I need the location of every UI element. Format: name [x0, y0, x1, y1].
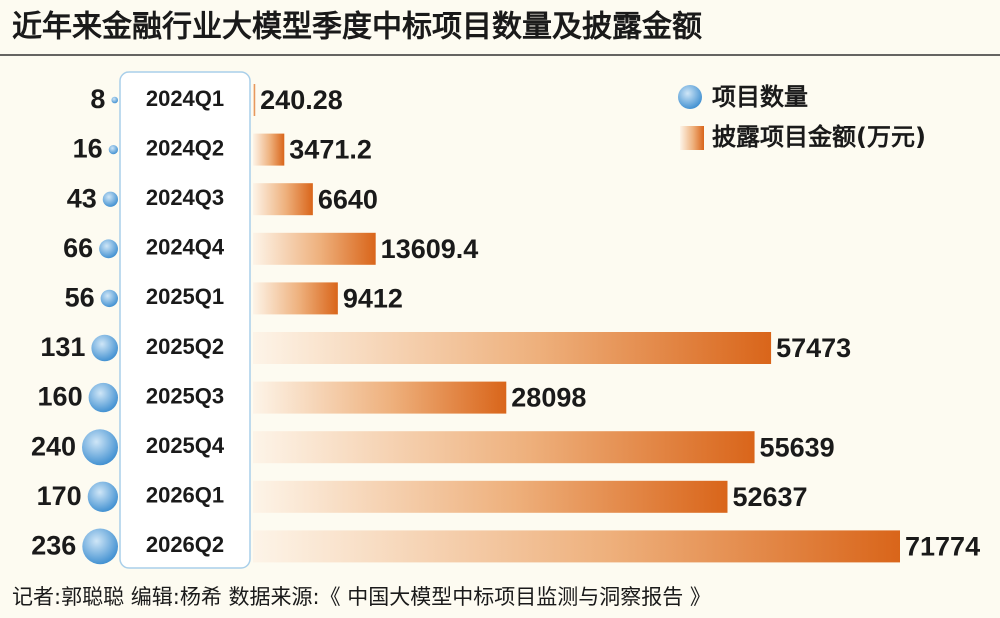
bar: [253, 381, 507, 414]
count-dot: [99, 239, 118, 259]
count-label: 170: [37, 481, 82, 511]
value-label: 6640: [318, 184, 378, 214]
value-label: 13609.4: [381, 234, 479, 264]
legend-label: 项目数量: [712, 83, 808, 111]
bar: [253, 84, 256, 116]
count-label: 160: [38, 382, 83, 412]
bar: [253, 480, 728, 513]
value-label: 240.28: [260, 85, 343, 115]
value-label: 55639: [760, 432, 835, 462]
legend-marker: [678, 85, 702, 109]
value-label: 28098: [511, 383, 586, 413]
category-label: 2024Q3: [146, 185, 224, 210]
count-dot: [82, 528, 118, 565]
category-label: 2024Q4: [146, 235, 225, 260]
footer: 记者:郭聪聪 编辑:杨希 数据来源:《 中国大模型中标项目监测与洞察报告 》: [12, 585, 711, 609]
count-label: 8: [90, 84, 105, 114]
bar: [253, 133, 285, 166]
bar: [253, 232, 376, 265]
bar: [253, 282, 338, 315]
count-label: 240: [31, 431, 76, 461]
count-dot: [88, 382, 118, 413]
category-label: 2026Q2: [146, 532, 224, 557]
category-box: [119, 71, 251, 569]
value-label: 9412: [343, 284, 403, 314]
count-dot: [100, 289, 118, 308]
bar: [253, 332, 772, 364]
count-dot: [111, 96, 118, 104]
legend-label: 披露项目金额(万元): [712, 123, 926, 151]
category-label: 2025Q4: [146, 433, 225, 458]
count-dot: [87, 481, 119, 512]
category-label: 2025Q1: [146, 284, 224, 309]
bar: [253, 183, 313, 216]
category-label: 2024Q1: [146, 86, 224, 111]
count-label: 56: [65, 283, 95, 313]
legend-marker: [680, 126, 704, 150]
value-label: 52637: [732, 482, 807, 512]
category-label: 2025Q3: [146, 383, 224, 408]
chart-title: 近年来金融行业大模型季度中标项目数量及披露金额: [12, 10, 702, 45]
value-label: 3471.2: [289, 135, 372, 165]
category-label: 2026Q1: [146, 483, 224, 508]
bar: [253, 431, 755, 464]
count-dot: [82, 429, 118, 466]
bar: [253, 530, 900, 563]
count-label: 131: [40, 332, 85, 362]
count-dot: [108, 144, 118, 155]
value-label: 57473: [776, 333, 851, 363]
value-label: 71774: [905, 532, 980, 562]
count-label: 43: [67, 183, 97, 213]
count-label: 236: [31, 531, 76, 561]
category-label: 2024Q2: [146, 135, 224, 160]
category-label: 2025Q2: [146, 334, 224, 359]
count-dot: [102, 191, 118, 207]
count-label: 66: [63, 233, 93, 263]
count-label: 16: [73, 134, 103, 164]
count-dot: [91, 334, 119, 362]
